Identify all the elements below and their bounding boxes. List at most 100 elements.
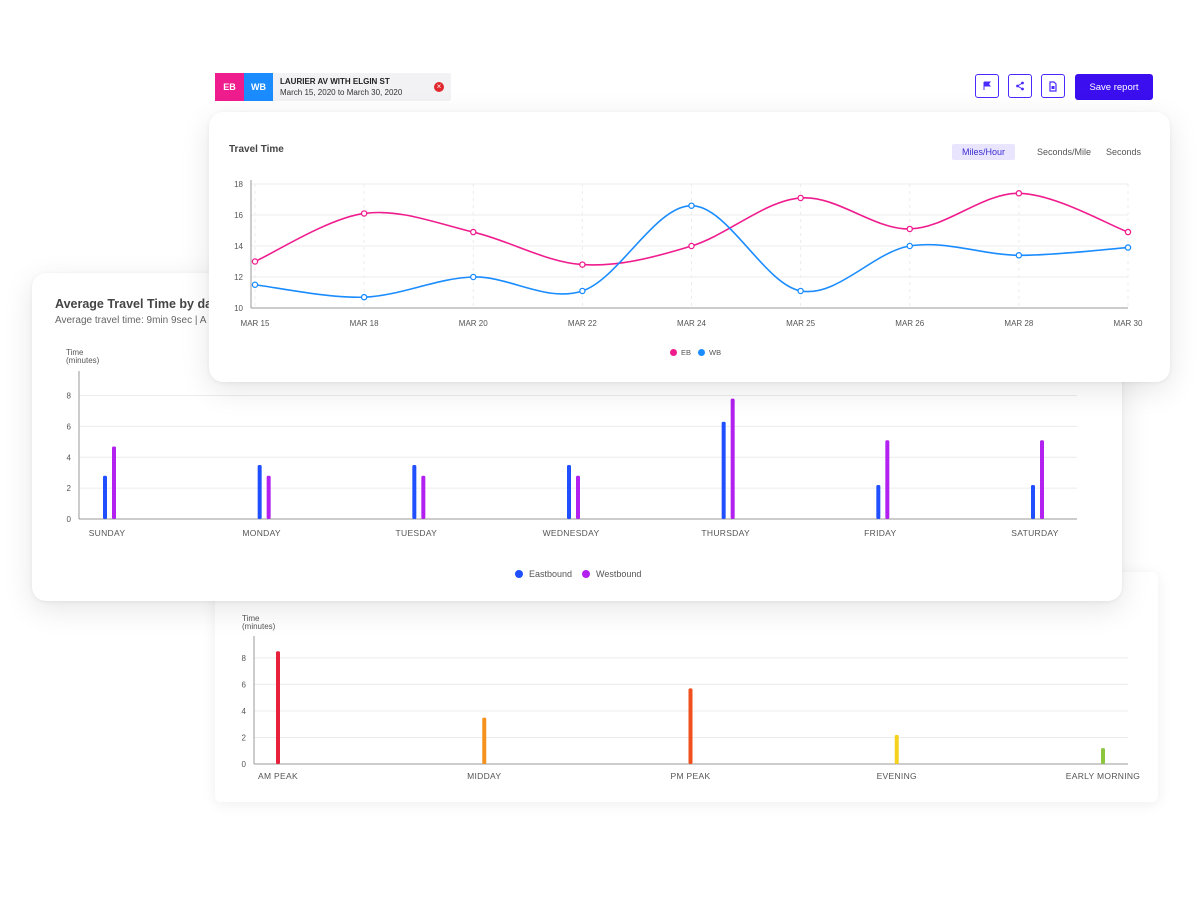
- eastbound-bar: [567, 464, 571, 519]
- wb-data-point: [360, 293, 368, 301]
- share-button[interactable]: [1008, 74, 1032, 98]
- y-tick-label: 12: [234, 273, 243, 282]
- y-tick-label: 6: [242, 680, 247, 689]
- eastbound-legend-dot: [515, 570, 523, 578]
- eb-data-point: [1015, 190, 1023, 197]
- y-tick-label: 0: [242, 760, 247, 769]
- day-chart-title: Average Travel Time by day: [55, 297, 219, 311]
- x-tick-label: MAR 24: [677, 319, 706, 328]
- time-of-day-bar: [894, 734, 899, 764]
- eb-legend-dot: [670, 349, 677, 356]
- x-tick-label: MAR 25: [786, 319, 815, 328]
- x-tick-label: MAR 15: [241, 319, 270, 328]
- time-of-day-card: Time (minutes) 0 2 4 6 8 AM PEAK MIDDAY PM PEAK EV…: [215, 572, 1158, 802]
- x-tick-label: EARLY MORNING: [1066, 771, 1140, 781]
- x-tick-label: PM PEAK: [671, 771, 711, 781]
- wb-legend-label: WB: [709, 348, 722, 357]
- eastbound-legend-label: Eastbound: [529, 569, 573, 579]
- eastbound-bar: [1031, 485, 1035, 519]
- eastbound-bar: [412, 464, 417, 519]
- eastbound-bar: [257, 464, 262, 519]
- westbound-legend-label: Westbound: [596, 569, 642, 579]
- y-tick-label: 6: [67, 422, 72, 431]
- travel-time-chart: 10 12 14 16 18 MAR 15 MAR 18 MAR 20 MAR 22 MAR 24…: [234, 180, 1143, 328]
- day-legend: Eastbound Westbound: [515, 569, 641, 579]
- x-tick-label: MAR 28: [1004, 319, 1033, 328]
- flag-button[interactable]: [975, 74, 999, 98]
- travel-time-title: Travel Time: [229, 144, 284, 155]
- x-tick-label: MONDAY: [242, 528, 281, 538]
- eb-data-point: [1124, 228, 1132, 236]
- eastbound-bar: [103, 475, 107, 519]
- x-tick-label: FRIDAY: [864, 528, 896, 538]
- x-tick-label: THURSDAY: [701, 528, 750, 538]
- day-chart-subtitle: Average travel time: 9min 9sec | A: [55, 315, 207, 326]
- x-tick-label: MAR 30: [1114, 319, 1143, 328]
- y-tick-label: 2: [67, 484, 72, 493]
- y-tick-label: 4: [67, 453, 72, 462]
- day-chart: Time(minutes) 0 2 4 6 8 SUNDAY MONDAY TUESDAY WED…: [66, 348, 1077, 538]
- wb-legend-dot: [698, 349, 706, 356]
- travel-legend: EB WB: [670, 348, 721, 357]
- x-tick-label: EVENING: [877, 771, 917, 781]
- eb-legend-label: EB: [681, 348, 692, 357]
- wb-data-point: [579, 287, 586, 295]
- y-axis-label-line1: Time: [242, 614, 260, 623]
- y-axis-label-line2: (minutes): [66, 356, 100, 365]
- westbound-bar: [576, 475, 580, 519]
- y-tick-label: 8: [67, 392, 72, 401]
- time-of-day-chart: Time(minutes) 0 2 4 6 8 AM PEAK MIDDAY PM PEAK EV…: [242, 614, 1140, 781]
- x-tick-label: MAR 26: [895, 319, 924, 328]
- eb-tag[interactable]: EB: [215, 73, 244, 101]
- y-tick-label: 2: [242, 733, 247, 742]
- x-tick-label: TUESDAY: [396, 528, 438, 538]
- x-tick-label: WEDNESDAY: [543, 528, 600, 538]
- time-of-day-bar: [276, 651, 280, 764]
- x-tick-label: MAR 22: [568, 319, 597, 328]
- eb-data-point: [251, 258, 259, 265]
- y-axis-label-line2: (minutes): [242, 622, 276, 631]
- x-tick-label: MAR 18: [350, 319, 379, 328]
- x-tick-label: SUNDAY: [89, 528, 126, 538]
- eb-data-point: [360, 210, 368, 217]
- location-chip: EB WB LAURIER AV WITH ELGIN ST March 15,…: [215, 73, 451, 101]
- document-button[interactable]: [1041, 74, 1065, 98]
- share-icon: [1016, 81, 1024, 91]
- y-tick-label: 0: [67, 515, 72, 524]
- y-tick-label: 4: [242, 707, 247, 716]
- y-tick-label: 14: [234, 242, 243, 251]
- westbound-bar: [112, 446, 116, 519]
- x-tick-label: AM PEAK: [258, 771, 298, 781]
- time-of-day-bar: [1101, 748, 1105, 764]
- x-tick-label: SATURDAY: [1011, 528, 1058, 538]
- flag-icon: [983, 81, 991, 90]
- eb-data-point: [906, 225, 914, 233]
- x-tick-label: MIDDAY: [467, 771, 501, 781]
- wb-data-point: [688, 202, 695, 209]
- tab-seconds[interactable]: Seconds: [1106, 147, 1142, 157]
- wb-data-point: [469, 273, 477, 281]
- tab-miles-hour[interactable]: Miles/Hour: [952, 144, 1016, 160]
- eastbound-bar: [721, 421, 726, 519]
- time-of-day-bar: [688, 688, 693, 764]
- wb-data-point: [797, 287, 804, 295]
- eb-data-point: [688, 242, 695, 250]
- y-axis-label-line1: Time: [66, 348, 84, 357]
- eastbound-bar: [876, 485, 881, 519]
- y-tick-label: 16: [234, 211, 243, 220]
- wb-data-point: [1124, 244, 1132, 251]
- document-icon: [1049, 80, 1057, 92]
- y-tick-label: 18: [234, 180, 243, 189]
- location-title: LAURIER AV WITH ELGIN ST: [280, 77, 390, 86]
- eb-data-point: [579, 261, 586, 268]
- tab-seconds-mile[interactable]: Seconds/Mile: [1037, 147, 1092, 157]
- wb-tag[interactable]: WB: [244, 73, 273, 101]
- westbound-bar: [266, 475, 271, 519]
- wb-data-point: [1015, 252, 1023, 259]
- close-icon[interactable]: ×: [434, 82, 444, 92]
- eb-data-point: [797, 194, 804, 202]
- x-tick-label: MAR 20: [459, 319, 488, 328]
- save-report-button[interactable]: Save report: [1075, 74, 1153, 100]
- y-tick-label: 10: [234, 304, 243, 313]
- wb-data-point: [906, 242, 914, 250]
